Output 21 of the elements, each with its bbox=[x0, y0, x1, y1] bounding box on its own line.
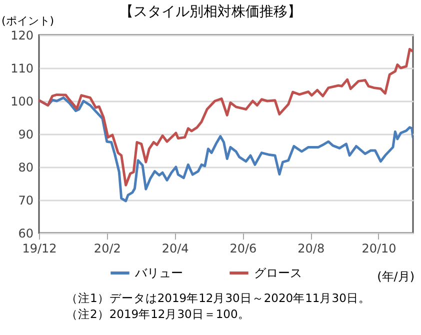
line-series bbox=[39, 48, 413, 186]
y-tick-label: 90 bbox=[18, 128, 34, 142]
y-tick-label: 80 bbox=[18, 160, 34, 174]
y-tick-label: 70 bbox=[18, 194, 34, 208]
y-tick-label: 120 bbox=[10, 28, 34, 42]
x-tick-label: 20/6 bbox=[230, 242, 257, 256]
y-axis-title: (ポイント) bbox=[2, 14, 54, 28]
y-tick-label: 100 bbox=[10, 94, 34, 108]
x-axis-title: (年/月) bbox=[377, 270, 414, 284]
legend-label: グロース bbox=[254, 266, 302, 280]
legend-label: バリュー bbox=[134, 266, 183, 280]
y-tick-label: 60 bbox=[18, 226, 34, 240]
chart-title: 【スタイル別相対株価推移】 bbox=[120, 4, 302, 20]
x-tick-label: 20/8 bbox=[298, 242, 325, 256]
x-tick-label: 20/4 bbox=[162, 242, 189, 256]
y-tick-label: 110 bbox=[10, 62, 34, 76]
x-tick-label: 20/10 bbox=[362, 242, 396, 256]
text: （注1）データは2019年12月30日～2020年11月30日。 bbox=[66, 290, 370, 306]
text: （注2）2019年12月30日＝100。 bbox=[66, 306, 251, 322]
x-tick-label: 20/2 bbox=[94, 242, 121, 256]
x-tick-label: 19/12 bbox=[22, 242, 57, 256]
